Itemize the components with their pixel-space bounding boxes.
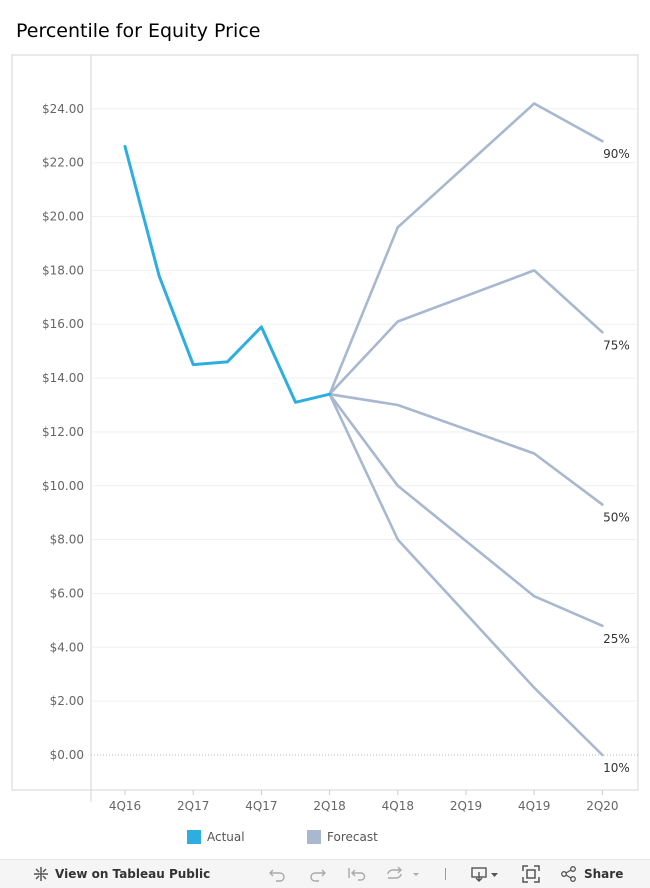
y-tick-label: $18.00: [42, 263, 84, 277]
share-icon: [560, 866, 578, 882]
y-tick-label: $12.00: [42, 425, 84, 439]
legend-label-forecast: Forecast: [327, 830, 378, 844]
percentile-label: 50%: [603, 511, 630, 525]
legend-item-actual[interactable]: Actual: [187, 830, 245, 844]
fullscreen-button[interactable]: [522, 860, 540, 888]
y-tick-label: $20.00: [42, 210, 84, 224]
toolbar-divider: [445, 868, 446, 880]
legend-item-forecast[interactable]: Forecast: [307, 830, 378, 844]
line-chart: $0.00 $2.00 $4.00 $6.00 $8.00 $10.00 $12.00 $14…: [11, 54, 639, 813]
view-on-tableau-button[interactable]: View on Tableau Public: [33, 860, 210, 888]
y-tick-label: $24.00: [42, 102, 84, 116]
plot-frame: [11, 54, 639, 791]
redo-icon: [309, 866, 327, 882]
x-tick-label: 2Q17: [177, 799, 209, 813]
download-icon: [471, 866, 501, 882]
refresh-icon: [385, 866, 419, 882]
x-tick-label: 2Q20: [586, 799, 618, 813]
forecast-line-90pct: [328, 102, 604, 396]
redo-button[interactable]: [309, 860, 327, 888]
y-tick-label: $22.00: [42, 156, 84, 170]
x-tick-label: 4Q16: [109, 799, 141, 813]
download-button[interactable]: [471, 860, 501, 888]
y-tick-label: $14.00: [42, 371, 84, 385]
revert-icon: [347, 866, 367, 882]
tableau-public-icon: [33, 866, 49, 882]
x-tick-label: 4Q18: [382, 799, 414, 813]
x-tick-label: 2Q19: [450, 799, 482, 813]
x-tick-label: 4Q17: [245, 799, 277, 813]
legend-swatch-forecast: [307, 830, 321, 844]
y-tick-label: $16.00: [42, 317, 84, 331]
percentile-label: 75%: [603, 338, 630, 352]
tableau-toolbar: View on Tableau Public Share: [0, 859, 650, 888]
revert-button[interactable]: [347, 860, 367, 888]
legend-label-actual: Actual: [207, 830, 245, 844]
forecast-line-25pct: [328, 392, 604, 628]
y-tick-label: $6.00: [50, 586, 84, 600]
y-tick-label: $10.00: [42, 479, 84, 493]
legend-swatch-actual: [187, 830, 201, 844]
percentile-label: 90%: [603, 147, 630, 161]
percentile-label: 25%: [603, 632, 630, 646]
chart-title: Percentile for Equity Price: [16, 20, 261, 42]
view-on-tableau-label: View on Tableau Public: [55, 867, 211, 881]
x-tick-label: 4Q19: [518, 799, 550, 813]
undo-icon: [268, 866, 286, 882]
y-tick-label: $2.00: [50, 694, 84, 708]
share-label: Share: [584, 867, 624, 881]
x-tick-label: 2Q18: [313, 799, 345, 813]
forecast-line-75pct: [328, 269, 604, 396]
y-tick-label: $0.00: [50, 748, 84, 762]
legend: Actual Forecast: [0, 830, 650, 846]
share-button[interactable]: Share: [560, 860, 623, 888]
undo-button[interactable]: [268, 860, 286, 888]
y-tick-label: $8.00: [50, 533, 84, 547]
refresh-button[interactable]: [385, 860, 419, 888]
forecast-line-50pct: [328, 392, 604, 506]
fullscreen-icon: [522, 865, 540, 883]
actual-series-line: [123, 145, 332, 404]
percentile-label: 10%: [603, 761, 630, 775]
y-tick-label: $4.00: [50, 640, 84, 654]
forecast-line-10pct: [328, 392, 604, 757]
